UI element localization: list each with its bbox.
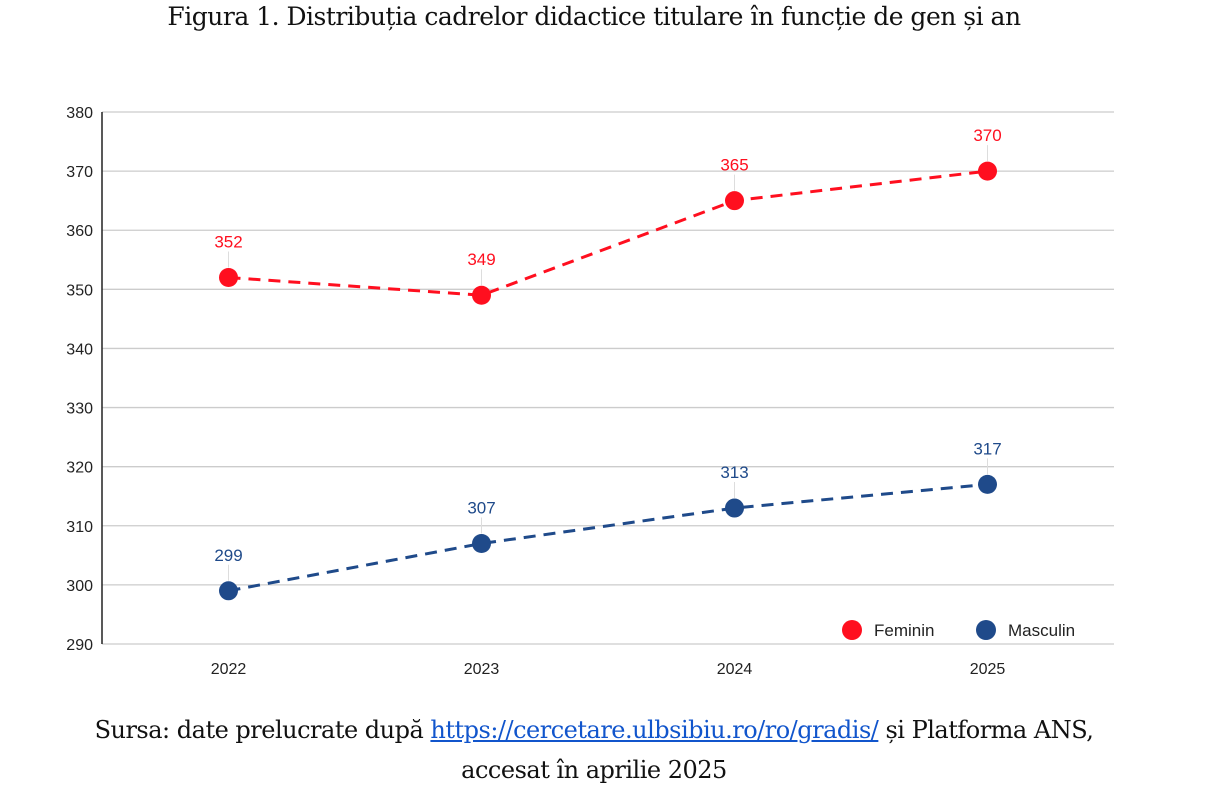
data-point	[725, 191, 744, 211]
y-tick-label: 290	[66, 637, 93, 654]
source-note: Sursa: date prelucrate după https://cerc…	[0, 710, 1188, 790]
legend-marker	[842, 620, 862, 640]
data-point	[978, 161, 997, 181]
y-tick-label: 350	[66, 282, 93, 299]
legend: Feminin Masculin	[842, 620, 1075, 640]
data-label: 317	[973, 439, 1001, 458]
y-tick-label: 330	[66, 401, 93, 418]
figure-title: Figura 1. Distribuția cadrelor didactice…	[167, 2, 1021, 31]
data-label: 307	[467, 499, 495, 518]
legend-item-feminin: Feminin	[842, 620, 934, 640]
data-point	[219, 581, 238, 601]
data-point	[472, 285, 491, 305]
source-line2: accesat în aprilie 2025	[461, 756, 727, 784]
source-suffix: și Platforma ANS,	[878, 716, 1094, 744]
series-masculin: 299 307 313 317	[214, 439, 1002, 601]
data-label: 349	[467, 250, 495, 269]
series-feminin: 352 349 365 370	[214, 126, 1002, 305]
gridlines	[102, 111, 1114, 645]
data-label: 370	[973, 126, 1001, 145]
series-line	[228, 169, 988, 297]
data-point	[219, 268, 238, 288]
data-point	[472, 534, 491, 554]
y-tick-label: 310	[66, 519, 93, 536]
source-prefix: Sursa: date prelucrate după	[94, 716, 431, 744]
x-tick-label: 2024	[717, 661, 753, 678]
x-axis-ticks: 2022 2023 2024 2025	[211, 661, 1006, 678]
series-group: 352 349 365 370 299 307 313 317	[214, 126, 1002, 601]
series-line	[228, 482, 988, 593]
data-label: 299	[214, 546, 242, 565]
x-tick-label: 2023	[464, 661, 500, 678]
data-label: 352	[214, 233, 242, 252]
y-tick-label: 300	[66, 578, 93, 595]
x-tick-label: 2022	[211, 661, 247, 678]
legend-label: Feminin	[874, 621, 934, 640]
legend-label: Masculin	[1008, 621, 1075, 640]
y-tick-label: 380	[66, 105, 93, 122]
source-link[interactable]: https://cercetare.ulbsibiu.ro/ro/gradis/	[430, 716, 879, 744]
y-tick-label: 340	[66, 341, 93, 358]
data-label: 365	[720, 156, 748, 175]
data-point	[725, 498, 744, 518]
y-tick-label: 370	[66, 164, 93, 181]
y-axis-ticks: 290 300 310 320 330 340 350 360 370 380	[66, 105, 93, 654]
data-point	[978, 474, 997, 494]
y-tick-label: 320	[66, 460, 93, 477]
data-label: 313	[720, 463, 748, 482]
y-tick-label: 360	[66, 223, 93, 240]
legend-item-masculin: Masculin	[976, 620, 1075, 640]
x-tick-label: 2025	[970, 661, 1006, 678]
legend-marker	[976, 620, 996, 640]
